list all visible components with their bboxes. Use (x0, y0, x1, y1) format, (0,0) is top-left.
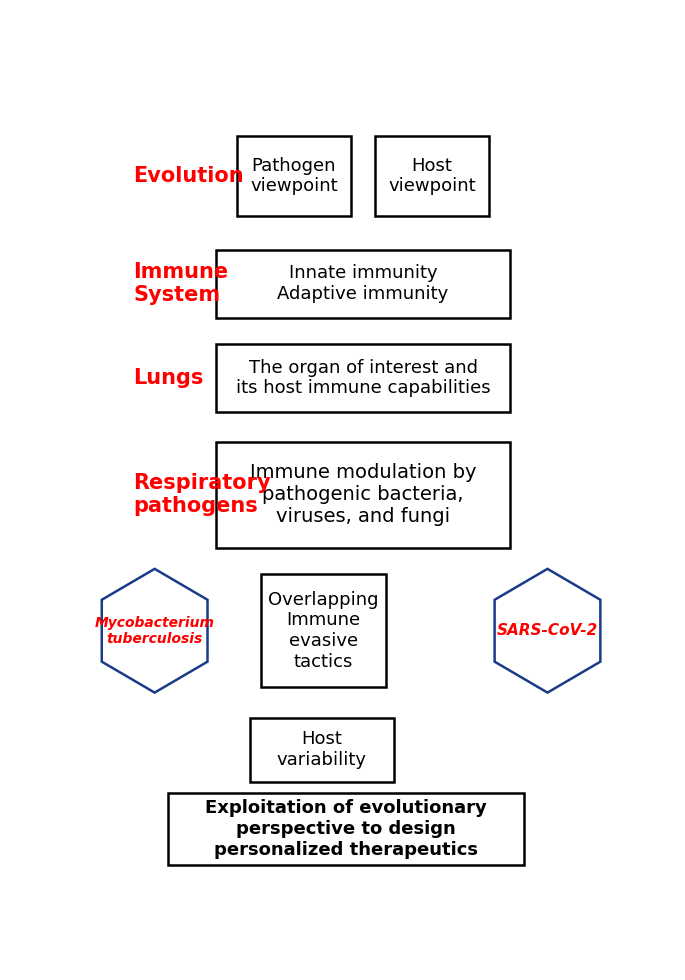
FancyBboxPatch shape (216, 344, 510, 412)
Text: Respiratory
pathogens: Respiratory pathogens (134, 473, 271, 516)
Text: Evolution: Evolution (134, 167, 244, 186)
FancyBboxPatch shape (261, 574, 386, 687)
Text: The organ of interest and
its host immune capabilities: The organ of interest and its host immun… (236, 359, 490, 397)
Text: Innate immunity
Adaptive immunity: Innate immunity Adaptive immunity (277, 265, 449, 303)
Text: Host
viewpoint: Host viewpoint (388, 157, 476, 195)
Polygon shape (102, 568, 208, 693)
FancyBboxPatch shape (375, 136, 489, 216)
Text: Lungs: Lungs (134, 368, 203, 388)
Text: Exploitation of evolutionary
perspective to design
personalized therapeutics: Exploitation of evolutionary perspective… (205, 799, 486, 858)
FancyBboxPatch shape (237, 136, 351, 216)
Polygon shape (495, 568, 600, 693)
Text: Immune
System: Immune System (134, 262, 229, 305)
FancyBboxPatch shape (168, 793, 523, 864)
Text: Host
variability: Host variability (277, 730, 367, 769)
Text: Immune modulation by
pathogenic bacteria,
viruses, and fungi: Immune modulation by pathogenic bacteria… (250, 464, 476, 526)
FancyBboxPatch shape (250, 717, 393, 782)
FancyBboxPatch shape (216, 442, 510, 548)
Text: Pathogen
viewpoint: Pathogen viewpoint (250, 157, 338, 195)
Text: SARS-CoV-2: SARS-CoV-2 (497, 623, 598, 638)
FancyBboxPatch shape (216, 250, 510, 318)
Text: Mycobacterium
tuberculosis: Mycobacterium tuberculosis (95, 615, 214, 646)
Text: Overlapping
Immune
evasive
tactics: Overlapping Immune evasive tactics (268, 591, 378, 671)
